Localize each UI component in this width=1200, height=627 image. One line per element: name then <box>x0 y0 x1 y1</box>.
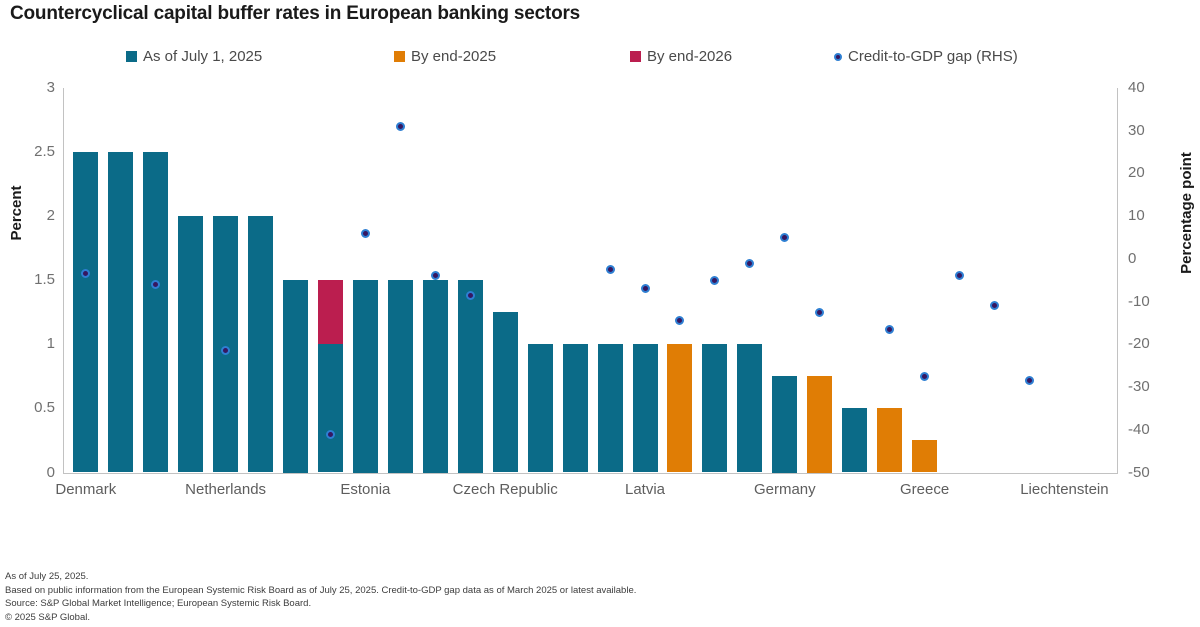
bar-segment-end2025 <box>807 376 833 473</box>
left-axis-tick-label: 1 <box>46 335 55 353</box>
right-axis-tick-label: 20 <box>1128 164 1145 182</box>
x-axis-country-label: Greece <box>899 481 950 498</box>
bar-segment-current <box>527 344 553 473</box>
left-axis-tick-label: 1.5 <box>34 271 55 289</box>
credit-gap-dot <box>605 265 615 275</box>
x-axis-line <box>63 473 1118 474</box>
x-axis-country-label: Latvia <box>624 481 666 498</box>
legend-label: Credit-to-GDP gap (RHS) <box>848 48 1018 65</box>
bar-segment-end2026 <box>317 280 343 345</box>
right-axis-tick-label: -50 <box>1128 463 1150 481</box>
credit-gap-dot <box>745 258 755 268</box>
left-axis-tick-label: 0 <box>46 463 55 481</box>
legend-item-credit-gap: Credit-to-GDP gap (RHS) <box>834 48 1018 65</box>
x-axis-country-label: Czech Republic <box>452 481 558 498</box>
right-axis-tick-label: -30 <box>1128 378 1150 396</box>
credit-gap-dot <box>81 269 91 279</box>
credit-gap-dot <box>395 121 405 131</box>
bar-segment-current <box>597 344 623 473</box>
credit-gap-dot <box>151 280 161 290</box>
right-axis-tick-label: 40 <box>1128 79 1145 96</box>
credit-gap-dot <box>675 316 685 326</box>
footnote-as-of: As of July 25, 2025. <box>5 571 89 582</box>
orange-square-swatch-icon <box>394 51 405 62</box>
bar-segment-current <box>352 280 378 473</box>
x-axis-country-label: Estonia <box>340 481 391 498</box>
bar-segment-current <box>178 216 204 473</box>
credit-gap-dot <box>221 346 231 356</box>
credit-gap-dot <box>325 429 335 439</box>
bar-segment-end2025 <box>912 440 938 473</box>
legend-label: By end-2026 <box>647 48 733 65</box>
teal-square-swatch-icon <box>126 51 137 62</box>
bar-segment-current <box>422 280 448 473</box>
legend-item-by-end-2026: By end-2026 <box>630 48 732 65</box>
credit-gap-dot <box>360 228 370 238</box>
bar-segment-current <box>248 216 274 473</box>
bar-segment-current <box>562 344 588 473</box>
credit-gap-dot <box>990 301 999 311</box>
credit-gap-dot <box>885 324 895 334</box>
credit-gap-dot <box>710 275 720 285</box>
bar-segment-current <box>283 280 308 473</box>
footnote-source: Source: S&P Global Market Intelligence; … <box>5 598 312 609</box>
right-axis-tick-label: -40 <box>1128 420 1150 438</box>
credit-gap-dot <box>815 307 825 317</box>
bar-segment-end2025 <box>877 408 903 473</box>
right-axis-tick-label: 30 <box>1128 121 1145 139</box>
legend-label: As of July 1, 2025 <box>143 48 263 65</box>
left-axis-tick-label: 2 <box>46 207 55 225</box>
bar-segment-current <box>317 344 343 473</box>
legend-label: By end-2025 <box>411 48 497 65</box>
y-axis-line-left <box>63 88 64 473</box>
legend-item-as-of-july: As of July 1, 2025 <box>126 48 262 65</box>
y-axis-line-right <box>1117 88 1118 473</box>
left-axis-tick-label: 2.5 <box>34 143 55 161</box>
bar-segment-end2025 <box>667 344 693 473</box>
footnote-basis: Based on public information from the Eur… <box>5 584 637 596</box>
bar-segment-current <box>737 344 763 473</box>
bar-segment-current <box>387 280 413 473</box>
bar-segment-current <box>842 408 868 473</box>
bar-segment-current <box>108 152 134 473</box>
right-axis-tick-label: -10 <box>1128 292 1150 310</box>
bar-segment-current <box>457 280 483 473</box>
legend-item-by-end-2025: By end-2025 <box>394 48 496 65</box>
bar-segment-current <box>772 376 798 473</box>
credit-gap-dot <box>465 290 475 300</box>
scatter-dot-swatch-icon <box>834 52 842 61</box>
credit-gap-dot <box>780 233 790 243</box>
x-axis-country-label: Liechtenstein <box>1020 481 1109 498</box>
left-axis-tick-label: 0.5 <box>34 399 55 417</box>
left-axis-title: Percent <box>8 185 25 241</box>
chart-title: Countercyclical capital buffer rates in … <box>10 3 581 24</box>
left-axis-tick-label: 3 <box>46 79 55 96</box>
credit-gap-dot <box>920 371 930 381</box>
credit-gap-dot <box>955 271 965 281</box>
credit-gap-dot <box>1024 376 1034 386</box>
credit-gap-dot <box>640 284 650 294</box>
crimson-square-swatch-icon <box>630 51 641 62</box>
bar-segment-current <box>632 344 658 473</box>
right-axis-tick-label: 10 <box>1128 207 1145 225</box>
x-axis-country-label: Denmark <box>55 481 117 498</box>
right-axis-tick-label: -20 <box>1128 335 1150 353</box>
bar-segment-current <box>143 152 169 473</box>
bar-segment-current <box>213 216 239 473</box>
footnotes: As of July 25, 2025. Based on public inf… <box>5 570 636 624</box>
bar-segment-current <box>702 344 728 473</box>
credit-gap-dot <box>430 271 440 281</box>
footnote-copyright: © 2025 S&P Global. <box>5 611 90 623</box>
x-axis-country-label: Netherlands <box>185 481 267 498</box>
bar-segment-current <box>492 312 518 473</box>
bar-segment-current <box>73 152 99 473</box>
right-axis-tick-label: 0 <box>1128 249 1137 267</box>
x-axis-country-label: Germany <box>753 481 816 498</box>
right-axis-title: Percentage point <box>1178 152 1195 274</box>
